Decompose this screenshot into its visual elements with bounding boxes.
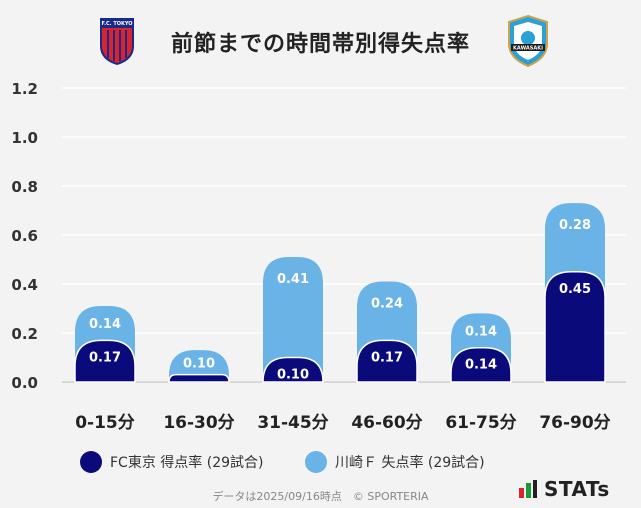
x-tick-label: 76-90分 (539, 413, 610, 433)
x-axis-ticks: 0-15分 16-30分 31-45分 46-60分 61-75分 76-90分 (75, 413, 610, 433)
y-tick-label: 0.2 (11, 325, 38, 343)
bar-home (262, 356, 324, 383)
bar-home (356, 339, 418, 383)
footer-credit: データは2025/09/16時点 © SPORTERIA (212, 490, 429, 503)
fc-tokyo-crest-icon: F.C. TOKYO (100, 18, 134, 65)
grid-lines (62, 87, 626, 383)
svg-text:KAWASAKI: KAWASAKI (513, 46, 543, 52)
bar-away (263, 257, 323, 382)
bar-group: 0.14 0.17 0.10 0.41 0.10 0.24 0.17 0.14 0.14 0.28… (74, 203, 606, 383)
legend-label-home: FC東京 得点率 (29試合) (110, 455, 264, 471)
legend-item-home: FC東京 得点率 (29試合) (80, 450, 263, 474)
svg-text:F.C. TOKYO: F.C. TOKYO (101, 21, 132, 27)
y-tick-label: 1.2 (11, 80, 38, 98)
stats-wordmark: STATs (544, 477, 610, 501)
stats-brand: STATs (518, 477, 610, 501)
data-label-away: 0.14 (89, 317, 121, 332)
y-tick-label: 0.0 (11, 374, 38, 392)
bar-home (450, 346, 512, 383)
data-label-home: 0.14 (465, 358, 497, 373)
data-label-home: 0.45 (559, 282, 591, 297)
data-label-away: 0.10 (183, 356, 215, 371)
chart-title: 前節までの時間帯別得失点率 (170, 32, 470, 57)
data-label-away: 0.41 (277, 272, 309, 287)
legend-item-away: 川崎Ｆ 失点率 (29試合) (305, 450, 485, 474)
legend-swatch-away (305, 451, 327, 473)
y-tick-label: 0.8 (11, 178, 38, 196)
legend-swatch-home (80, 451, 102, 473)
x-tick-label: 31-45分 (257, 413, 328, 433)
data-label-home: 0.10 (277, 368, 309, 383)
bar-home (74, 339, 136, 383)
legend: FC東京 得点率 (29試合) 川崎Ｆ 失点率 (29試合) (80, 450, 600, 474)
kawasaki-frontale-crest-icon: KAWASAKI (508, 14, 548, 68)
data-label-home: 0.17 (89, 350, 121, 365)
y-axis-ticks: 0.0 0.2 0.4 0.6 0.8 1.0 1.2 (11, 80, 38, 392)
stats-logo-icon (519, 480, 537, 498)
x-tick-label: 0-15分 (75, 413, 135, 433)
title-row: F.C. TOKYO 前節までの時間帯別得失点率 KAWASAKI (0, 10, 641, 70)
chart-area: 0.00.20.40.60.81.01.2 0.140.17 0.100.410.… (11, 80, 626, 433)
data-label-away: 0.28 (559, 218, 591, 233)
data-label-away: 0.14 (465, 325, 497, 340)
data-label-away: 0.24 (371, 297, 403, 312)
y-tick-label: 1.0 (11, 129, 38, 147)
x-tick-label: 61-75分 (445, 413, 516, 433)
x-tick-label: 16-30分 (163, 413, 234, 433)
data-label-home: 0.17 (371, 350, 403, 365)
legend-label-away: 川崎Ｆ 失点率 (29試合) (335, 455, 485, 471)
y-tick-label: 0.4 (11, 276, 38, 294)
bar-home (168, 373, 230, 383)
y-tick-label: 0.6 (11, 227, 38, 245)
bar-home (544, 271, 606, 383)
x-tick-label: 46-60分 (351, 413, 422, 433)
